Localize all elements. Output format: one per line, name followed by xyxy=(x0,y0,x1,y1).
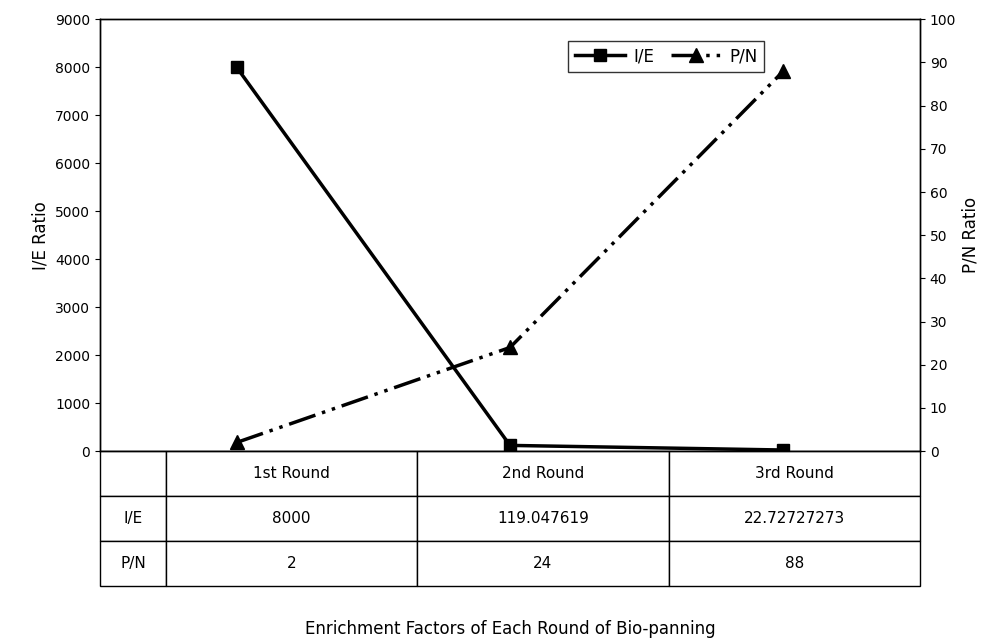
Line: P/N: P/N xyxy=(230,64,790,450)
Legend: I/E, P/N: I/E, P/N xyxy=(568,41,764,72)
I/E xyxy=(777,446,789,454)
Text: Enrichment Factors of Each Round of Bio-panning: Enrichment Factors of Each Round of Bio-… xyxy=(305,620,715,638)
P/N xyxy=(777,67,789,75)
I/E xyxy=(231,63,243,71)
P/N xyxy=(504,344,516,352)
P/N xyxy=(231,439,243,446)
I/E xyxy=(504,442,516,450)
Line: I/E: I/E xyxy=(230,61,790,456)
Y-axis label: I/E Ratio: I/E Ratio xyxy=(32,201,50,270)
Y-axis label: P/N Ratio: P/N Ratio xyxy=(962,197,980,273)
